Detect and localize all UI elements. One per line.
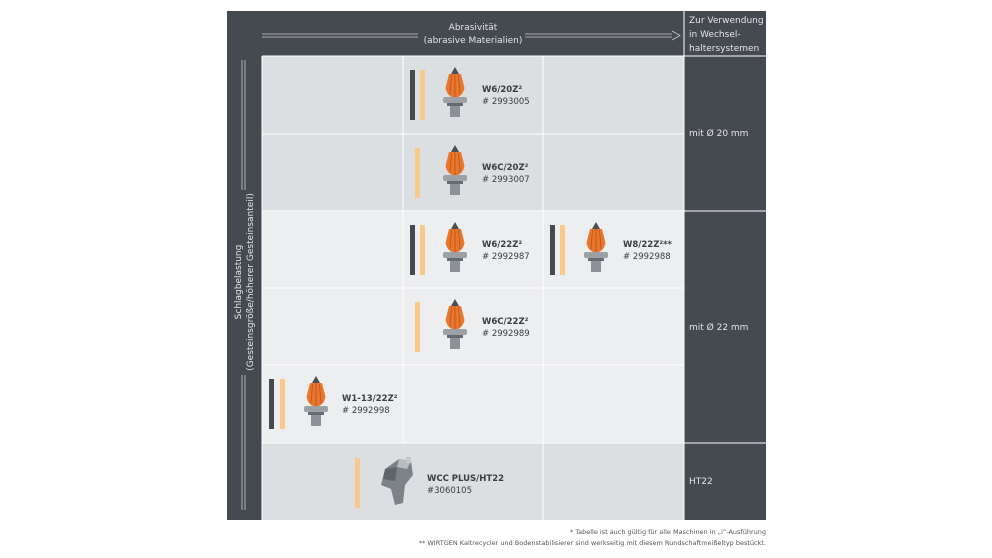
product-number: # 2992988	[623, 252, 671, 262]
row-header-title: Schlagbelastung	[234, 245, 244, 320]
product-name: W6C/22Z²	[482, 317, 529, 327]
product-name: W6/20Z²	[482, 85, 522, 95]
product-number: # 2993007	[482, 175, 530, 185]
column-header-sub: (abrasive Materialien)	[424, 36, 523, 46]
footnote: * Tabelle ist auch gültig für alle Masch…	[570, 528, 766, 536]
right-header-line: Zur Verwendung	[689, 16, 764, 26]
product-number: # 2992998	[342, 406, 390, 416]
product-name: W6C/20Z²	[482, 163, 529, 173]
product-number: #3060105	[427, 486, 472, 496]
product: W8/22Z²** # 2992988	[550, 221, 673, 275]
product-number: # 2992987	[482, 252, 530, 262]
product: W6/22Z² # 2992987	[410, 221, 530, 275]
holder-size: HT22	[689, 477, 713, 487]
product-name: WCC PLUS/HT22	[427, 474, 504, 484]
table: Abrasivität (abrasive Materialien) Zur V…	[227, 11, 766, 520]
product: WCC PLUS/HT22 #3060105	[355, 457, 504, 508]
product-number: # 2993005	[482, 97, 530, 107]
product: W6C/22Z² # 2992989	[415, 298, 530, 352]
product-name: W8/22Z²**	[623, 240, 673, 250]
footnote: ** WIRTGEN Kaltrecycler und Bodenstabili…	[419, 539, 766, 547]
row-header: Schlagbelastung (Gesteinsgröße/höherer G…	[234, 193, 256, 371]
product-number: # 2992989	[482, 329, 530, 339]
right-header-line: haltersystemen	[689, 44, 759, 54]
holder-size: mit Ø 20 mm	[689, 128, 748, 139]
row-band	[262, 211, 684, 443]
column-header: Abrasivität	[449, 23, 498, 33]
row-band	[262, 443, 684, 520]
holder-size: mit Ø 22 mm	[689, 322, 748, 333]
side-arrow	[241, 60, 246, 510]
header-arrow	[262, 30, 681, 41]
grid-lines	[261, 11, 766, 520]
row-header-sub: (Gesteinsgröße/höherer Gesteinsanteil)	[246, 193, 256, 371]
product-name: W6/22Z²	[482, 240, 522, 250]
product: W1-13/22Z² # 2992998	[269, 375, 398, 429]
product: W6/20Z² # 2993005	[410, 66, 530, 120]
product: W6C/20Z² # 2993007	[415, 144, 530, 198]
right-header-line: in Wechsel-	[689, 30, 741, 40]
product-name: W1-13/22Z²	[342, 394, 398, 404]
